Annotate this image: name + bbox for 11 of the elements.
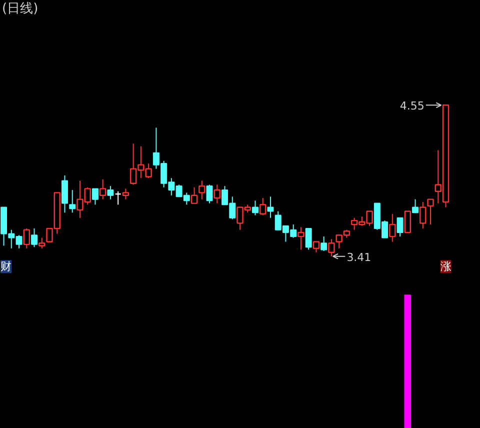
annotation: 3.41 — [346, 250, 372, 264]
chart-title: (日线) — [2, 2, 38, 17]
text: 财 — [0, 260, 12, 274]
candlestick — [412, 198, 419, 214]
candlestick — [404, 210, 411, 234]
candlestick — [389, 213, 396, 242]
text: 涨 — [440, 260, 452, 274]
annotation: 4.55 — [400, 100, 424, 113]
candlestick — [214, 184, 220, 204]
candlestick — [298, 226, 304, 250]
candlestick — [427, 198, 434, 226]
